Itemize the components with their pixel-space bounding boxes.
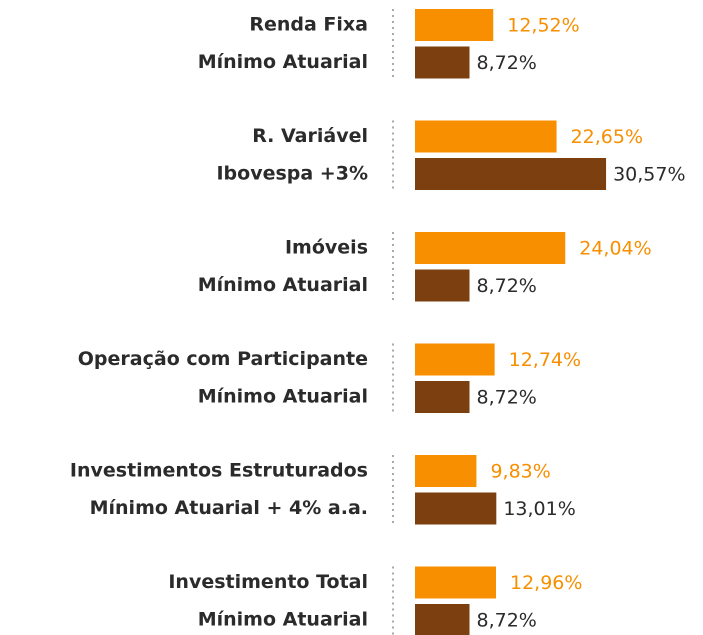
value-label: 22,65% (571, 126, 643, 148)
value-label: 8,72% (477, 387, 537, 409)
category-label: Ibovespa +3% (216, 163, 368, 185)
value-label: 24,04% (579, 238, 651, 260)
bar (415, 232, 566, 264)
bar (415, 455, 477, 487)
category-label: Mínimo Atuarial (198, 386, 368, 408)
category-label: Investimentos Estruturados (70, 460, 368, 482)
category-label: Investimento Total (168, 571, 368, 593)
value-label: 12,96% (510, 572, 582, 594)
category-label: Mínimo Atuarial (198, 274, 368, 296)
bar (415, 269, 470, 302)
category-label: Mínimo Atuarial (198, 51, 368, 73)
bar (415, 492, 497, 525)
category-label: Imóveis (285, 237, 368, 259)
value-label: 12,52% (507, 15, 579, 37)
value-label: 8,72% (477, 275, 537, 297)
bar (415, 604, 470, 635)
category-label: Mínimo Atuarial + 4% a.a. (90, 497, 368, 519)
bar (415, 343, 495, 376)
bar (415, 46, 470, 79)
bar (415, 158, 607, 190)
value-label: 8,72% (477, 52, 537, 74)
value-label: 9,83% (490, 461, 550, 483)
value-label: 30,57% (613, 164, 685, 186)
bar (415, 566, 496, 599)
category-label: Operação com Participante (78, 348, 368, 370)
value-label: 13,01% (503, 498, 575, 520)
bar (415, 120, 557, 153)
category-label: Renda Fixa (249, 14, 368, 36)
bar (415, 381, 470, 413)
bar (415, 9, 494, 41)
category-label: Mínimo Atuarial (198, 609, 368, 631)
value-label: 12,74% (509, 349, 581, 371)
category-label: R. Variável (252, 125, 368, 147)
value-label: 8,72% (477, 610, 537, 632)
